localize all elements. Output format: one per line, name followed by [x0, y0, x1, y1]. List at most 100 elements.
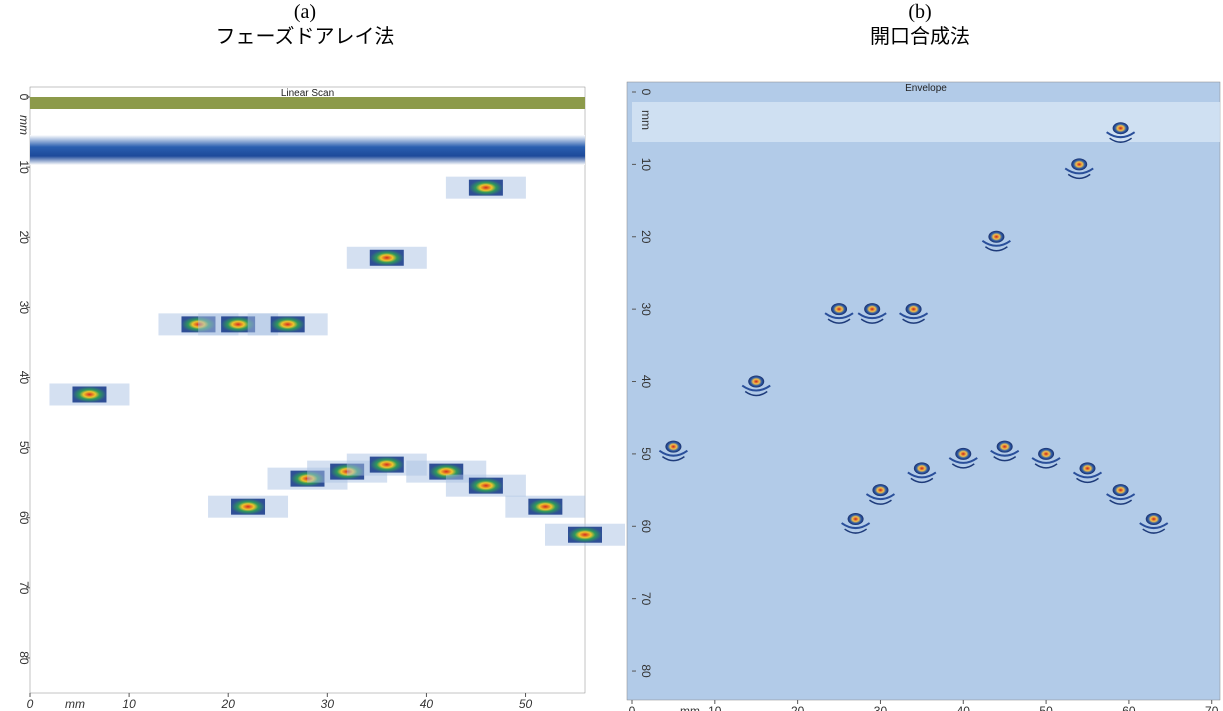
y-tick-label: 60 — [17, 511, 31, 525]
image-area — [626, 81, 1221, 701]
x-tick-label: 0 — [27, 697, 34, 711]
echo-ring — [1064, 167, 1094, 175]
y-tick-label: 70 — [639, 592, 653, 606]
echo-ring — [1072, 471, 1103, 479]
echo — [1145, 513, 1162, 526]
echo — [1071, 158, 1088, 171]
echo — [528, 498, 563, 515]
echo-ring — [1109, 137, 1133, 143]
x-tick-label: 0 — [629, 704, 636, 711]
echo — [468, 477, 503, 494]
y-tick-label: 30 — [17, 301, 31, 315]
echo-ring — [1109, 499, 1133, 505]
echo-ring — [910, 477, 934, 484]
echo-ring — [658, 449, 688, 457]
echo-ring — [865, 493, 896, 501]
y-tick-label: 0 — [17, 94, 31, 101]
panel-title: フェーズドアレイ法 — [216, 25, 395, 48]
echo — [913, 462, 930, 475]
echo — [872, 484, 889, 497]
y-tick-label: 50 — [17, 441, 31, 455]
y-unit: mm — [17, 115, 31, 135]
echo-ring — [860, 318, 884, 324]
echo-ring — [902, 318, 926, 324]
surface-strip — [30, 97, 585, 109]
echo-ring — [827, 318, 851, 324]
echo — [905, 303, 922, 316]
echo-ring — [857, 312, 887, 320]
echo — [468, 179, 503, 196]
echo-ring — [844, 528, 868, 534]
y-tick-label: 20 — [17, 231, 31, 245]
x-unit: mm — [680, 704, 700, 711]
x-tick-label: 20 — [791, 704, 805, 711]
y-tick-label: 80 — [17, 651, 31, 665]
echo — [748, 375, 765, 388]
y-tick-label: 10 — [639, 158, 653, 172]
echo — [665, 440, 682, 453]
panel-label: (b) — [908, 1, 931, 23]
x-tick-label: 40 — [420, 697, 434, 711]
surface-echo — [30, 135, 585, 165]
y-tick-label: 70 — [17, 581, 31, 595]
echo-ring — [907, 471, 937, 479]
echo-ring — [990, 449, 1020, 457]
y-tick-label: 40 — [17, 371, 31, 385]
echo — [221, 316, 256, 333]
echo — [231, 498, 266, 515]
echo-ring — [1106, 493, 1136, 501]
echo — [1079, 462, 1096, 475]
echo-ring — [661, 456, 685, 462]
y-tick-label: 30 — [639, 302, 653, 316]
panel-label: (a) — [294, 1, 316, 23]
x-tick-label: 60 — [1122, 704, 1136, 711]
y-tick-label: 40 — [639, 375, 653, 389]
x-tick-label: 40 — [957, 704, 971, 711]
surface-echo — [632, 102, 1220, 142]
echo-ring — [824, 312, 854, 320]
echo — [72, 386, 107, 403]
echo-ring — [898, 312, 929, 320]
echo — [988, 230, 1005, 243]
echo-ring — [981, 239, 1011, 247]
x-tick-label: 30 — [321, 697, 335, 711]
y-tick-label: 0 — [639, 89, 653, 96]
y-tick-label: 20 — [639, 230, 653, 244]
echo-ring — [1031, 457, 1061, 464]
echo — [847, 513, 864, 526]
x-tick-label: 30 — [874, 704, 888, 711]
plot-title: Envelope — [905, 83, 947, 94]
echo-ring — [1034, 463, 1058, 469]
echo — [1112, 484, 1129, 497]
x-tick-label: 20 — [221, 697, 236, 711]
echo — [1038, 447, 1055, 460]
echo-ring — [1142, 528, 1166, 534]
x-unit: mm — [65, 697, 85, 711]
echo — [831, 303, 848, 316]
echo-ring — [1139, 522, 1169, 530]
y-tick-label: 60 — [639, 520, 653, 534]
echo — [270, 316, 305, 333]
echo-ring — [948, 457, 978, 464]
echo-ring — [1076, 477, 1099, 484]
echo — [996, 440, 1013, 453]
y-tick-label: 50 — [639, 447, 653, 461]
y-tick-label: 80 — [639, 664, 653, 678]
echo — [369, 249, 404, 266]
echo-ring — [951, 463, 975, 469]
echo-ring — [984, 246, 1008, 252]
echo — [864, 303, 881, 316]
echo — [955, 447, 972, 460]
x-tick-label: 10 — [708, 704, 722, 711]
echo — [369, 456, 404, 473]
echo-ring — [1106, 131, 1136, 139]
plot-title: Linear Scan — [281, 88, 334, 99]
x-tick-label: 50 — [1039, 704, 1053, 711]
x-tick-label: 10 — [122, 697, 136, 711]
y-unit: mm — [639, 110, 653, 130]
echo-ring — [1067, 173, 1091, 180]
y-tick-label: 10 — [17, 160, 31, 174]
echo — [568, 526, 602, 543]
echo-ring — [841, 522, 871, 530]
